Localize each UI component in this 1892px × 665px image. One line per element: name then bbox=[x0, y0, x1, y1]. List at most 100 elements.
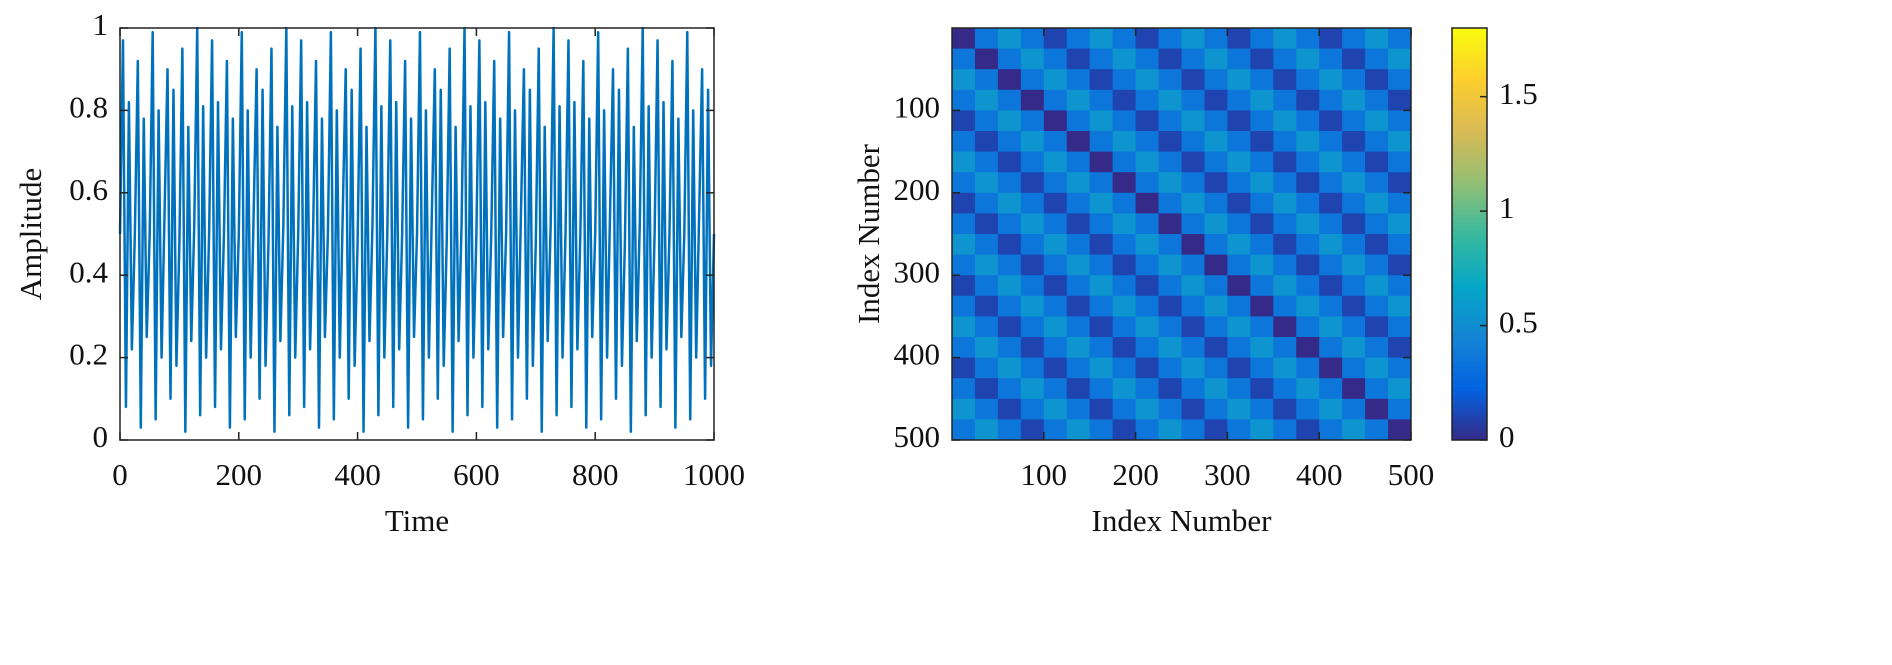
heatmap-cell bbox=[1388, 234, 1412, 255]
colorbar-segment bbox=[1452, 386, 1487, 392]
heatmap-cell bbox=[1112, 357, 1136, 379]
colorbar-segment bbox=[1452, 398, 1487, 404]
heatmap-cell bbox=[1204, 378, 1228, 400]
heatmap-cell bbox=[974, 110, 999, 132]
heatmap-cell bbox=[974, 213, 999, 235]
heatmap-cell bbox=[1273, 275, 1297, 297]
heatmap-cell bbox=[1043, 357, 1068, 379]
heatmap-cell bbox=[1204, 131, 1228, 152]
colorbar-segment bbox=[1452, 48, 1487, 54]
heatmap-cell bbox=[1112, 48, 1136, 70]
x-axis-label: Index Number bbox=[1092, 503, 1273, 538]
heatmap-cell bbox=[1319, 398, 1343, 420]
heatmap-cell bbox=[1296, 28, 1320, 49]
heatmap-cell bbox=[1181, 69, 1205, 91]
colorbar-segment bbox=[1452, 209, 1487, 214]
heatmap-cell bbox=[1043, 295, 1068, 317]
colorbar-segment bbox=[1452, 213, 1487, 219]
y-tick-label: 400 bbox=[894, 337, 941, 372]
colorbar-segment bbox=[1452, 361, 1487, 367]
heatmap-cell bbox=[1112, 192, 1136, 214]
heatmap-cell bbox=[1365, 378, 1389, 400]
colorbar-segment bbox=[1452, 217, 1487, 223]
heatmap-cell bbox=[1181, 254, 1205, 276]
heatmap-cell bbox=[1342, 69, 1366, 91]
heatmap-cell bbox=[1342, 275, 1366, 297]
heatmap-cell bbox=[1250, 213, 1274, 235]
heatmap-cell bbox=[952, 131, 976, 152]
heatmap-cell bbox=[974, 172, 999, 194]
heatmap-cell bbox=[1388, 192, 1412, 214]
heatmap-cell bbox=[1112, 295, 1136, 317]
heatmap-cell bbox=[1296, 378, 1320, 400]
heatmap-cell bbox=[1250, 69, 1274, 91]
x-tick-label: 400 bbox=[334, 457, 381, 492]
heatmap-cell bbox=[1342, 213, 1366, 235]
colorbar-segment bbox=[1452, 147, 1487, 153]
heatmap-cell bbox=[1112, 398, 1136, 420]
heatmap-cell bbox=[1273, 131, 1297, 152]
heatmap-cell bbox=[1066, 69, 1091, 91]
heatmap-cell bbox=[1319, 275, 1343, 297]
heatmap-cell bbox=[1273, 192, 1297, 214]
heatmap-cell bbox=[1089, 275, 1114, 297]
heatmap-cell bbox=[1273, 254, 1297, 276]
heatmap-cell bbox=[952, 151, 976, 173]
heatmap-cell bbox=[1204, 151, 1228, 173]
colorbar-segment bbox=[1452, 328, 1487, 334]
heatmap-cell bbox=[1319, 337, 1343, 358]
heatmap-cell bbox=[1135, 151, 1159, 173]
colorbar-segment bbox=[1452, 234, 1487, 239]
heatmap-cell bbox=[1066, 295, 1091, 317]
colorbar-segment bbox=[1452, 126, 1487, 132]
heatmap-cell bbox=[1112, 151, 1136, 173]
heatmap-cell bbox=[1181, 398, 1205, 420]
heatmap-cell bbox=[1089, 28, 1114, 49]
colorbar-tick-label: 0.5 bbox=[1499, 305, 1538, 340]
heatmap-cell bbox=[997, 357, 1022, 379]
heatmap-cell bbox=[1112, 419, 1136, 441]
heatmap-cell bbox=[1342, 234, 1366, 255]
heatmap-cell bbox=[1089, 357, 1114, 379]
heatmap-cell bbox=[1388, 316, 1412, 338]
heatmap-cell bbox=[1319, 357, 1343, 379]
heatmap-cell bbox=[1181, 28, 1205, 49]
colorbar-segment bbox=[1452, 415, 1487, 420]
heatmap-cell bbox=[1388, 110, 1412, 132]
heatmap-cell bbox=[1020, 89, 1045, 111]
heatmap-cell bbox=[1158, 234, 1182, 255]
heatmap-cell bbox=[974, 151, 999, 173]
heatmap-cell bbox=[997, 337, 1022, 358]
colorbar-box bbox=[1451, 27, 1488, 441]
heatmap-cell bbox=[1135, 254, 1159, 276]
heatmap-cell bbox=[952, 275, 976, 297]
heatmap-cell bbox=[1135, 234, 1159, 255]
heatmap-cell bbox=[974, 192, 999, 214]
heatmap-cell bbox=[997, 254, 1022, 276]
heatmap-cell bbox=[952, 234, 976, 255]
axes-box bbox=[119, 27, 715, 441]
heatmap-cell bbox=[1135, 172, 1159, 194]
heatmap-cell bbox=[1296, 89, 1320, 111]
heatmap-cell bbox=[974, 378, 999, 400]
heatmap-cell bbox=[952, 295, 976, 317]
heatmap-cell bbox=[1365, 398, 1389, 420]
x-tick-label: 800 bbox=[572, 457, 619, 492]
heatmap-cell bbox=[1296, 48, 1320, 70]
heatmap-cell bbox=[1135, 89, 1159, 111]
y-tick-label: 0.2 bbox=[69, 337, 108, 372]
heatmap-cell bbox=[1158, 131, 1182, 152]
heatmap-cell bbox=[952, 172, 976, 194]
heatmap-cell bbox=[1250, 357, 1274, 379]
heatmap-cell bbox=[1020, 28, 1045, 49]
heatmap-cell bbox=[1319, 295, 1343, 317]
heatmap-cell bbox=[1388, 131, 1412, 152]
colorbar-segment bbox=[1452, 229, 1487, 235]
heatmap-cell bbox=[997, 275, 1022, 297]
heatmap-cell bbox=[1204, 337, 1228, 358]
heatmap-cell bbox=[1020, 131, 1045, 152]
heatmap-cell bbox=[1135, 48, 1159, 70]
heatmap-cell bbox=[1365, 254, 1389, 276]
heatmap-cell bbox=[1250, 192, 1274, 214]
heatmap-cell bbox=[1066, 234, 1091, 255]
